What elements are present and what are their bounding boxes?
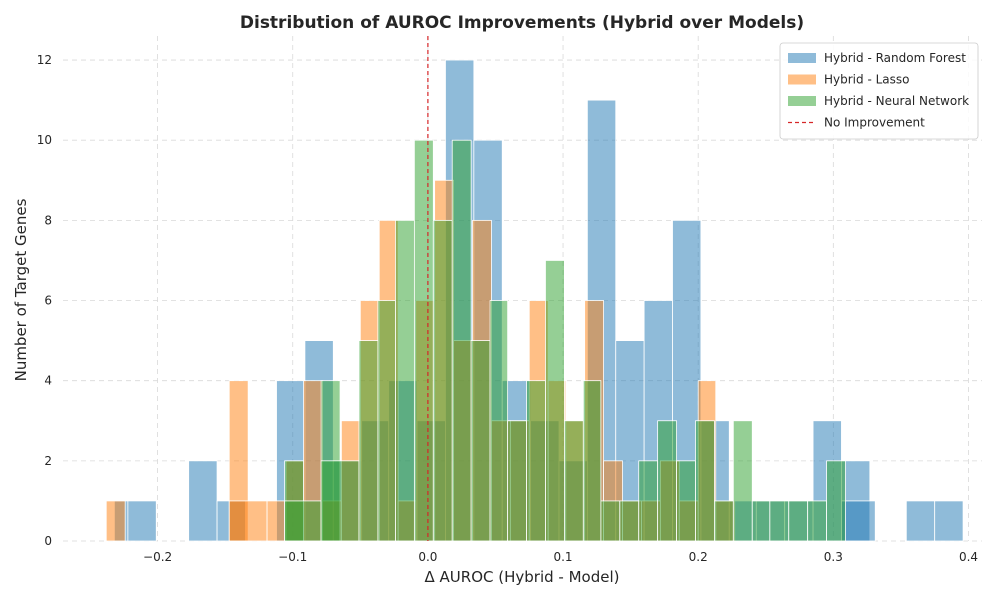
x-tick-label: −0.1 — [278, 550, 307, 564]
x-tick-label: 0.2 — [689, 550, 708, 564]
histogram-bar — [826, 460, 846, 542]
y-tick-label: 2 — [44, 454, 52, 468]
y-tick-label: 8 — [44, 213, 52, 227]
y-tick-label: 10 — [37, 133, 52, 147]
series-3-bars — [284, 139, 846, 542]
histogram-bar — [732, 420, 753, 542]
legend-swatch — [788, 74, 816, 85]
legend: Hybrid - Random Forest Hybrid - Lasso Hybr… — [779, 42, 979, 140]
histogram-bar — [545, 260, 565, 542]
histogram-bar — [905, 500, 936, 542]
histogram-bar — [769, 500, 790, 542]
histogram-bar — [714, 500, 734, 542]
histogram-bar — [489, 300, 509, 542]
histogram-bar — [788, 500, 809, 542]
histogram-bar — [582, 380, 602, 542]
histogram-bar — [127, 500, 157, 542]
legend-swatch — [788, 53, 816, 63]
legend-label: Hybrid - Neural Network — [824, 94, 969, 108]
histogram-bar — [377, 300, 396, 542]
histogram-bar — [358, 340, 379, 542]
y-tick-label: 6 — [44, 294, 52, 308]
histogram-bar — [638, 460, 659, 542]
histogram-bar — [395, 219, 415, 542]
x-tick-label: 0.4 — [959, 550, 978, 564]
legend-label: No Improvement — [824, 116, 925, 130]
legend-swatch — [788, 96, 816, 106]
histogram-bar — [188, 460, 218, 542]
y-axis-title: Number of Target Genes — [12, 198, 30, 381]
histogram-bar — [657, 420, 677, 542]
x-tick-label: 0.0 — [418, 550, 437, 564]
legend-label: Hybrid - Lasso — [824, 73, 909, 87]
histogram-bar — [432, 219, 453, 542]
x-tick-label: −0.2 — [143, 550, 172, 564]
x-tick-label: 0.1 — [553, 550, 572, 564]
histogram-bar — [228, 500, 268, 542]
histogram-bar — [284, 500, 322, 542]
y-axis-ticks: 0 2 4 6 8 10 12 — [37, 53, 52, 548]
histogram-bar — [105, 500, 126, 542]
histogram-bar — [619, 500, 640, 542]
histogram-bar — [600, 500, 621, 542]
x-tick-label: 0.3 — [824, 550, 843, 564]
histogram-bar — [507, 420, 527, 542]
histogram-bars — [105, 59, 964, 542]
histogram-bar — [676, 460, 696, 542]
x-axis-ticks: −0.2 −0.1 0.0 0.1 0.2 0.3 0.4 — [143, 550, 978, 564]
histogram-bar — [526, 380, 546, 542]
histogram-bar — [751, 500, 771, 542]
histogram-bar — [934, 500, 964, 542]
x-axis-title: Δ AUROC (Hybrid - Model) — [425, 568, 620, 586]
legend-label: Hybrid - Random Forest — [824, 51, 966, 65]
legend-box — [779, 42, 979, 140]
y-tick-label: 12 — [37, 53, 52, 67]
histogram-bar — [563, 420, 584, 542]
histogram-bar — [807, 500, 827, 542]
histogram-bar — [470, 340, 491, 542]
histogram-bar — [695, 420, 715, 542]
chart-title: Distribution of AUROC Improvements (Hybr… — [240, 13, 804, 33]
y-tick-label: 4 — [44, 374, 52, 388]
histogram-bar — [841, 500, 876, 542]
histogram-bar — [451, 139, 472, 542]
histogram-bar — [320, 460, 360, 542]
histogram-bar — [266, 500, 287, 542]
histogram-bar — [413, 139, 434, 542]
y-tick-label: 0 — [44, 534, 52, 548]
